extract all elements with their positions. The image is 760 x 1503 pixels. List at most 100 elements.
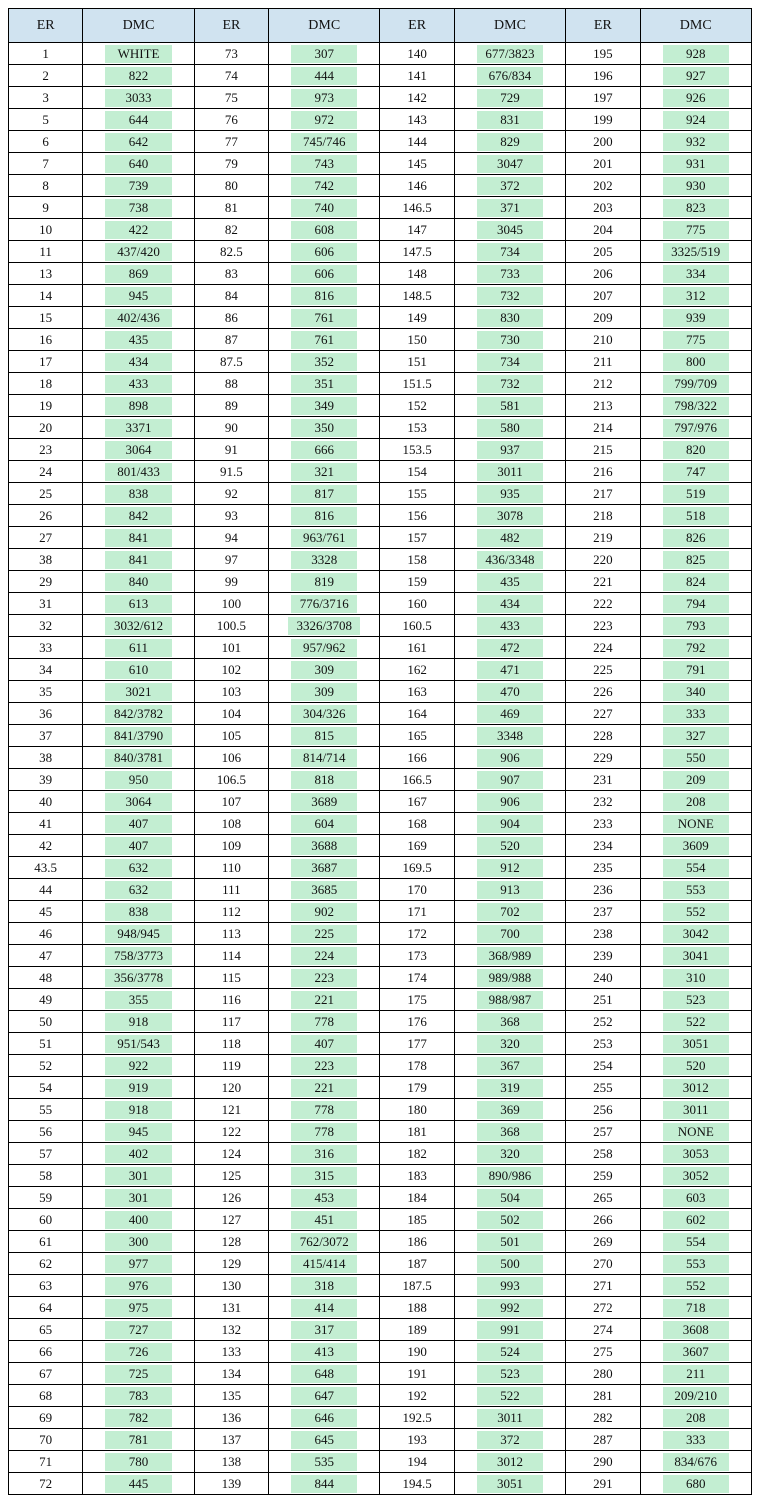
er-cell: 36 bbox=[9, 703, 83, 725]
dmc-cell: 930 bbox=[640, 175, 752, 197]
dmc-cell: 729 bbox=[454, 87, 565, 109]
er-cell: 218 bbox=[566, 505, 640, 527]
dmc-value: 778 bbox=[291, 1101, 357, 1119]
dmc-value: 632 bbox=[105, 859, 171, 877]
er-cell: 46 bbox=[9, 923, 83, 945]
dmc-value: 778 bbox=[291, 1123, 357, 1141]
er-cell: 110 bbox=[194, 857, 268, 879]
er-cell: 114 bbox=[194, 945, 268, 967]
dmc-cell: 356/3778 bbox=[83, 967, 194, 989]
dmc-value: 988/987 bbox=[477, 991, 543, 1009]
dmc-cell: 816 bbox=[269, 285, 380, 307]
dmc-value: 301 bbox=[105, 1167, 171, 1185]
dmc-value: 209 bbox=[663, 771, 729, 789]
er-cell: 235 bbox=[566, 857, 640, 879]
dmc-cell: 945 bbox=[83, 1121, 194, 1143]
table-row: 667261334131905242753607 bbox=[9, 1341, 752, 1363]
er-cell: 26 bbox=[9, 505, 83, 527]
er-cell: 211 bbox=[566, 351, 640, 373]
er-cell: 170 bbox=[380, 879, 454, 901]
dmc-value: 928 bbox=[663, 45, 729, 63]
dmc-value: 3051 bbox=[477, 1475, 543, 1493]
er-cell: 213 bbox=[566, 395, 640, 417]
dmc-value: 3325/519 bbox=[663, 243, 729, 261]
dmc-value: 368 bbox=[477, 1013, 543, 1031]
er-cell: 182 bbox=[380, 1143, 454, 1165]
er-cell: 104 bbox=[194, 703, 268, 725]
dmc-cell: 371 bbox=[454, 197, 565, 219]
dmc-cell: 838 bbox=[83, 901, 194, 923]
dmc-cell: 922 bbox=[83, 1055, 194, 1077]
dmc-value: 309 bbox=[291, 683, 357, 701]
er-cell: 201 bbox=[566, 153, 640, 175]
table-row: 1643587761150730210775 bbox=[9, 329, 752, 351]
er-cell: 161 bbox=[380, 637, 454, 659]
dmc-cell: 552 bbox=[640, 901, 752, 923]
dmc-value: 3326/3708 bbox=[288, 617, 360, 635]
dmc-value: 435 bbox=[105, 331, 171, 349]
dmc-cell: 677/3823 bbox=[454, 43, 565, 65]
dmc-cell: 604 bbox=[269, 813, 380, 835]
dmc-cell: 778 bbox=[269, 1099, 380, 1121]
dmc-cell: 816 bbox=[269, 505, 380, 527]
er-cell: 207 bbox=[566, 285, 640, 307]
er-cell: 196 bbox=[566, 65, 640, 87]
er-cell: 131 bbox=[194, 1297, 268, 1319]
dmc-value: 734 bbox=[477, 353, 543, 371]
dmc-value: 304/326 bbox=[291, 705, 357, 723]
er-cell: 164 bbox=[380, 703, 454, 725]
dmc-cell: 3011 bbox=[454, 1407, 565, 1429]
col-header-dmc-4: DMC bbox=[640, 9, 752, 43]
er-cell: 125 bbox=[194, 1165, 268, 1187]
dmc-value: 518 bbox=[663, 507, 729, 525]
er-cell: 18 bbox=[9, 373, 83, 395]
table-row: 10422826081473045204775 bbox=[9, 219, 752, 241]
table-row: 564476972143831199924 bbox=[9, 109, 752, 131]
er-cell: 147.5 bbox=[380, 241, 454, 263]
dmc-cell: 820 bbox=[640, 439, 752, 461]
er-cell: 139 bbox=[194, 1473, 268, 1495]
dmc-cell: 939 bbox=[640, 307, 752, 329]
er-cell: 63 bbox=[9, 1275, 83, 1297]
dmc-value: 931 bbox=[663, 155, 729, 173]
dmc-cell: 225 bbox=[269, 923, 380, 945]
er-cell: 190 bbox=[380, 1341, 454, 1363]
er-cell: 146.5 bbox=[380, 197, 454, 219]
dmc-value: 535 bbox=[291, 1453, 357, 1471]
er-cell: 2 bbox=[9, 65, 83, 87]
er-cell: 192.5 bbox=[380, 1407, 454, 1429]
dmc-cell: 451 bbox=[269, 1209, 380, 1231]
dmc-cell: 928 bbox=[640, 43, 752, 65]
dmc-value: 433 bbox=[105, 375, 171, 393]
table-row: 657271323171899912743608 bbox=[9, 1319, 752, 1341]
dmc-value: 930 bbox=[663, 177, 729, 195]
er-cell: 71 bbox=[9, 1451, 83, 1473]
dmc-cell: 666 bbox=[269, 439, 380, 461]
dmc-value: 666 bbox=[291, 441, 357, 459]
er-cell: 252 bbox=[566, 1011, 640, 1033]
dmc-value: 422 bbox=[105, 221, 171, 239]
dmc-cell: 976 bbox=[83, 1275, 194, 1297]
er-cell: 271 bbox=[566, 1275, 640, 1297]
dmc-value: 523 bbox=[663, 991, 729, 1009]
er-cell: 192 bbox=[380, 1385, 454, 1407]
dmc-value: 309 bbox=[291, 661, 357, 679]
dmc-cell: 520 bbox=[640, 1055, 752, 1077]
dmc-cell: NONE bbox=[640, 1121, 752, 1143]
er-cell: 174 bbox=[380, 967, 454, 989]
dmc-value: 500 bbox=[477, 1255, 543, 1273]
er-cell: 194.5 bbox=[380, 1473, 454, 1495]
dmc-cell: 738 bbox=[83, 197, 194, 219]
dmc-cell: 3041 bbox=[640, 945, 752, 967]
er-cell: 158 bbox=[380, 549, 454, 571]
dmc-value: 794 bbox=[663, 595, 729, 613]
dmc-value: 700 bbox=[477, 925, 543, 943]
er-cell: 204 bbox=[566, 219, 640, 241]
dmc-value: 453 bbox=[291, 1189, 357, 1207]
dmc-cell: 524 bbox=[454, 1341, 565, 1363]
er-cell: 91 bbox=[194, 439, 268, 461]
er-cell: 291 bbox=[566, 1473, 640, 1495]
er-cell: 86 bbox=[194, 307, 268, 329]
dmc-cell: 402/436 bbox=[83, 307, 194, 329]
dmc-cell: 817 bbox=[269, 483, 380, 505]
